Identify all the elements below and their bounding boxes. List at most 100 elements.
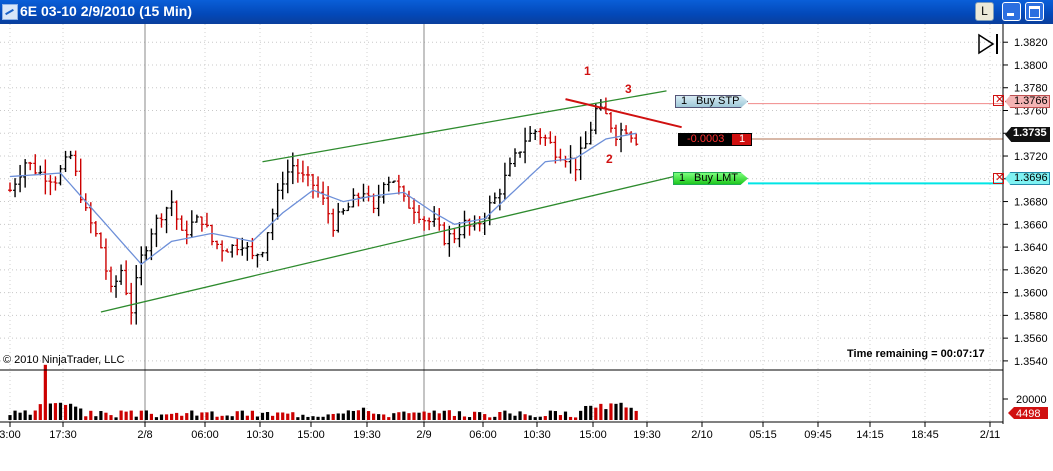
ohlc-bar xyxy=(507,157,512,177)
buy-limit-price: 1.3696 xyxy=(1005,172,1050,185)
buy-limit-qty: 1 xyxy=(679,172,686,184)
volume-bar xyxy=(417,412,421,420)
ohlc-bar xyxy=(184,220,189,245)
annotation-2: 2 xyxy=(606,152,613,166)
volume-bar xyxy=(447,410,451,420)
volume-bar xyxy=(306,416,310,420)
volume-bar xyxy=(356,410,361,420)
volume-bar xyxy=(634,410,638,420)
price-tick-label: 1.3600 xyxy=(1014,288,1048,300)
volume-bar xyxy=(553,411,557,420)
annotation-3: 3 xyxy=(625,82,632,96)
ohlc-bar xyxy=(588,121,593,145)
ohlc-bar xyxy=(336,202,341,233)
title-bar[interactable]: 6E 03-10 2/9/2010 (15 Min) L xyxy=(0,0,1053,24)
volume-bar xyxy=(457,411,462,420)
volume-bar xyxy=(109,415,113,420)
ohlc-bar xyxy=(18,164,23,193)
position-pnl[interactable]: -0.0003 xyxy=(678,133,731,146)
price-tick-label: 1.3820 xyxy=(1014,37,1048,49)
buy-stop-cancel-button[interactable]: ✕ xyxy=(993,94,1004,106)
time-tick-label: 3:00 xyxy=(0,429,21,441)
volume-bar xyxy=(225,415,229,420)
ohlc-bar xyxy=(235,238,240,256)
volume-last-badge: 4498 xyxy=(1008,407,1048,420)
volume-bar xyxy=(609,403,613,420)
volume-bar xyxy=(235,411,239,420)
ohlc-bar xyxy=(23,159,28,188)
order-level-lines xyxy=(748,103,1003,185)
ohlc-bar xyxy=(538,128,543,145)
volume-bar xyxy=(432,410,436,420)
ohlc-bar xyxy=(462,210,467,239)
price-chart[interactable]: 1.38201.38001.37801.37601.37401.37201.37… xyxy=(0,24,1053,471)
volume-bar xyxy=(69,403,73,420)
volume-bar xyxy=(124,411,128,420)
skip-forward-icon[interactable] xyxy=(978,33,998,55)
buy-limit-order[interactable]: 1 Buy LMT xyxy=(673,172,748,185)
ohlc-bar xyxy=(38,165,43,176)
buy-limit-cancel-button[interactable]: ✕ xyxy=(993,172,1004,184)
maximize-button[interactable] xyxy=(1025,2,1044,21)
channel-line-lower xyxy=(100,172,687,313)
volume-bar xyxy=(33,410,37,420)
ohlc-bar xyxy=(477,216,482,232)
volume-bar xyxy=(629,407,633,420)
volume-bar xyxy=(291,412,295,420)
time-tick-label: 2/8 xyxy=(137,429,152,441)
volume-bar xyxy=(99,411,103,420)
ohlc-bar xyxy=(432,206,437,227)
buy-stop-price: 1.3766 xyxy=(1005,95,1050,108)
ohlc-bar xyxy=(543,134,548,147)
ohlc-bar xyxy=(270,208,275,241)
volume-bar xyxy=(296,417,300,420)
volume-bar xyxy=(276,412,280,420)
ohlc-bar xyxy=(427,217,432,231)
ohlc-bar xyxy=(447,225,452,257)
buy-stop-label: Buy STP xyxy=(696,95,740,107)
ema-line xyxy=(9,132,637,266)
ohlc-bar xyxy=(164,206,169,234)
volume-bar xyxy=(518,411,522,420)
ohlc-bar xyxy=(199,216,204,232)
volume-bar xyxy=(412,412,416,420)
volume-bar xyxy=(79,408,83,420)
position-pnl-text: -0.0003 xyxy=(687,133,725,145)
price-tick-label: 1.3620 xyxy=(1014,265,1048,277)
ohlc-bar xyxy=(583,131,588,149)
ohlc-bar xyxy=(210,224,214,246)
volume-bar xyxy=(523,414,527,420)
last-price-badge: 1.3735 xyxy=(1005,127,1050,142)
ohlc-bar xyxy=(149,228,154,261)
volume-bar xyxy=(513,415,517,420)
price-tick-label: 1.3660 xyxy=(1014,219,1048,231)
volume-bar xyxy=(624,407,628,420)
volume-bar xyxy=(175,412,179,420)
volume-bar xyxy=(18,412,22,420)
position-qty[interactable]: 1 xyxy=(731,133,752,146)
volume-bar xyxy=(43,364,47,420)
link-button[interactable]: L xyxy=(975,2,994,21)
volume-bar xyxy=(38,404,42,420)
ohlc-bar xyxy=(230,244,235,258)
ohlc-bar xyxy=(401,185,406,202)
volume-bar xyxy=(392,413,396,420)
volume-bar xyxy=(311,416,315,420)
volume-bar xyxy=(336,413,340,420)
time-tick-label: 09:45 xyxy=(804,429,832,441)
volume-bar xyxy=(53,403,58,420)
ohlc-bar xyxy=(391,180,396,184)
volume-bar xyxy=(488,417,492,420)
buy-stop-order[interactable]: 1 Buy STP xyxy=(675,95,748,108)
volume-bar xyxy=(119,410,123,420)
volume-bar xyxy=(205,412,209,420)
time-tick-label: 2/10 xyxy=(691,429,712,441)
minimize-button[interactable] xyxy=(1002,2,1021,21)
volume-bar xyxy=(281,412,285,420)
ohlc-bar xyxy=(194,214,199,223)
time-tick-label: 06:00 xyxy=(191,429,219,441)
volume-bar xyxy=(422,411,426,420)
volume-bar xyxy=(483,414,487,420)
volume-bar xyxy=(48,403,52,420)
ohlc-bar xyxy=(608,112,613,133)
